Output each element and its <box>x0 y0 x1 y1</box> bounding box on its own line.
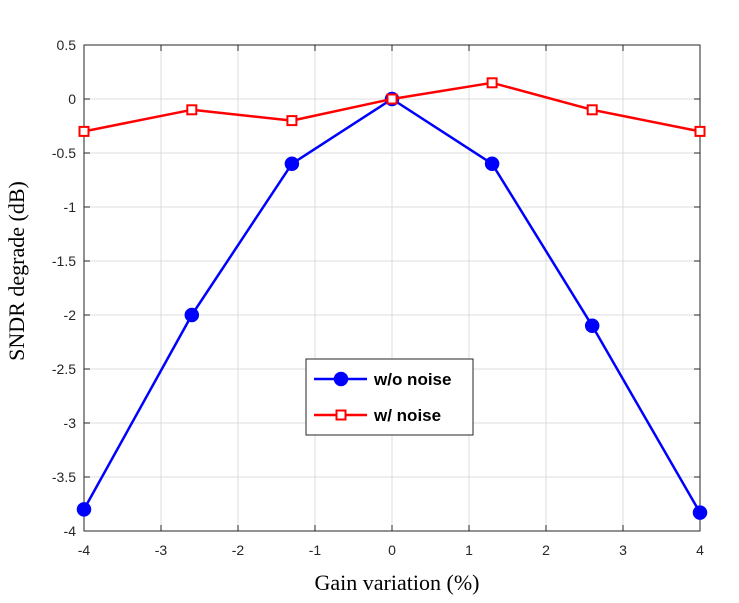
x-tick-label: 0 <box>388 542 396 558</box>
series-w-noise <box>78 77 706 137</box>
data-point <box>584 318 600 334</box>
y-tick-label: -0.5 <box>52 145 76 161</box>
data-point <box>186 104 198 116</box>
y-tick-label: -1.5 <box>52 253 76 269</box>
y-tick-label: -1 <box>64 199 77 215</box>
data-point <box>486 77 498 89</box>
x-tick-label: 3 <box>619 542 627 558</box>
legend-marker-w-noise <box>335 409 347 421</box>
data-point <box>386 93 398 105</box>
data-point <box>286 115 298 127</box>
data-point <box>692 505 708 520</box>
x-tick-label: -4 <box>78 542 91 558</box>
legend-label-wo-noise: w/o noise <box>373 370 451 389</box>
series <box>76 77 708 520</box>
y-axis-title: SNDR degrade (dB) <box>4 181 29 361</box>
y-tick-label: -4 <box>64 523 77 539</box>
legend-label-w-noise: w/ noise <box>373 406 441 425</box>
y-tick-label: -3 <box>64 415 77 431</box>
data-point <box>184 307 200 323</box>
y-tick-label: 0 <box>68 91 76 107</box>
legend: w/o noise w/ noise <box>305 358 474 436</box>
data-point <box>586 104 598 116</box>
data-point <box>76 502 92 517</box>
x-axis-title: Gain variation (%) <box>315 570 480 595</box>
y-tick-label: -2.5 <box>52 361 76 377</box>
y-tick-label: 0.5 <box>57 37 77 53</box>
x-tick-label: 4 <box>696 542 704 558</box>
x-tick-label: -1 <box>309 542 322 558</box>
legend-marker-wo-noise <box>333 371 349 387</box>
y-tick-labels: 0.5 0 -0.5 -1 -1.5 -2 -2.5 -3 -3.5 -4 <box>52 37 76 539</box>
y-tick-label: -2 <box>64 307 77 323</box>
x-tick-labels: -4 -3 -2 -1 0 1 2 3 4 <box>78 542 704 558</box>
legend-box <box>305 358 474 436</box>
data-point <box>284 156 300 172</box>
x-tick-label: -2 <box>232 542 245 558</box>
data-point <box>484 156 500 172</box>
x-tick-label: -3 <box>155 542 168 558</box>
y-tick-label: -3.5 <box>52 469 76 485</box>
x-tick-label: 2 <box>542 542 550 558</box>
data-point <box>78 125 90 137</box>
x-tick-label: 1 <box>465 542 473 558</box>
ticks <box>83 44 701 532</box>
data-point <box>694 125 706 137</box>
